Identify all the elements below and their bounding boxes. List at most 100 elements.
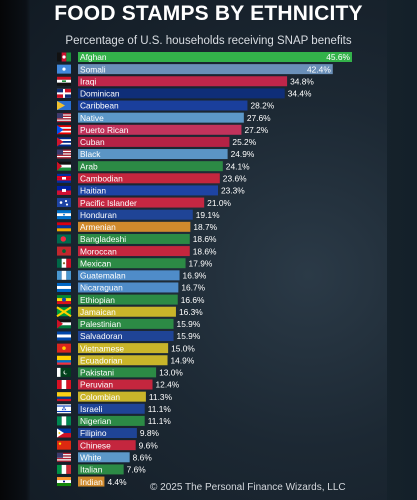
category-label: Vietnamese	[80, 343, 124, 353]
flag-vietnamese-icon	[57, 343, 71, 353]
value-label: 28.2%	[250, 101, 274, 111]
category-label: Ethiopian	[80, 295, 115, 305]
flag-afghan-icon	[57, 52, 71, 62]
category-label: Salvadoran	[80, 331, 123, 341]
bar-afghan	[78, 52, 352, 62]
category-label: Jamaican	[80, 307, 116, 317]
bar-nicaraguan	[78, 282, 179, 293]
bar-pakistani	[78, 367, 157, 378]
flag-ethiopian-icon	[57, 295, 71, 305]
flag-pacific-islander-icon	[57, 198, 71, 208]
value-label: 15.9%	[177, 319, 201, 329]
category-label: Armenian	[80, 222, 116, 232]
value-label: 18.7%	[193, 222, 217, 232]
bar-ecuadorian	[78, 355, 168, 366]
flag-black-icon	[57, 149, 71, 159]
bar-puerto-rican	[78, 124, 242, 135]
bar-jamaican	[78, 306, 176, 317]
flag-moroccan-icon	[57, 246, 71, 256]
category-label: Caribbean	[80, 101, 119, 111]
bar-indian	[78, 476, 105, 487]
value-label: 9.8%	[140, 428, 160, 438]
value-label: 27.2%	[244, 125, 268, 135]
value-label: 18.6%	[193, 246, 217, 256]
category-label: Chinese	[80, 440, 111, 450]
bar-filipino	[78, 428, 137, 439]
flag-cambodian-icon	[57, 173, 71, 183]
copyright-credit: © 2025 The Personal Finance Wizards, LLC	[150, 482, 346, 493]
flag-pakistani-icon	[57, 367, 71, 377]
value-label: 27.6%	[247, 113, 271, 123]
value-label: 14.9%	[171, 355, 195, 365]
category-label: Ecuadorian	[80, 355, 123, 365]
bar-israeli	[78, 403, 145, 414]
category-label: Black	[80, 149, 101, 159]
category-label: Dominican	[80, 89, 120, 99]
value-label: 19.1%	[196, 210, 220, 220]
bar-cuban	[78, 136, 230, 147]
category-label: White	[80, 452, 102, 462]
flag-caribbean-icon	[57, 101, 71, 111]
category-label: Bangladeshi	[80, 234, 126, 244]
bar-palestinian	[78, 318, 174, 329]
flag-guatemalan-icon	[57, 270, 71, 280]
category-label: Arab	[80, 161, 98, 171]
bar-vietnamese	[78, 343, 169, 354]
value-label: 7.6%	[127, 465, 147, 475]
bar-salvadoran	[78, 330, 174, 341]
bar-nigerian	[78, 415, 145, 426]
flag-native-icon	[57, 113, 71, 123]
chart-subtitle: Percentage of U.S. households receiving …	[65, 35, 352, 47]
category-label: Mexican	[80, 258, 112, 268]
value-label: 16.9%	[183, 271, 207, 281]
bar-chinese	[78, 440, 136, 451]
flag-armenian-icon	[57, 222, 71, 232]
value-label: 34.8%	[290, 76, 314, 86]
flag-mexican-icon	[57, 258, 71, 268]
category-label: Nigerian	[80, 416, 112, 426]
flag-iraqi-icon	[57, 76, 71, 86]
bar-bangladeshi	[78, 233, 190, 244]
category-label: Cambodian	[80, 174, 123, 184]
flag-colombian-icon	[57, 392, 71, 402]
bar-iraqi	[78, 76, 288, 87]
value-label: 13.0%	[159, 368, 183, 378]
bar-native	[78, 112, 244, 123]
chart-title: FOOD STAMPS BY ETHNICITY	[54, 2, 363, 25]
value-label: 16.6%	[181, 295, 205, 305]
bar-moroccan	[78, 246, 190, 257]
category-label: Iraqi	[80, 76, 96, 86]
category-label: Honduran	[80, 210, 117, 220]
value-label: 21.0%	[207, 198, 231, 208]
category-label: Haitian	[80, 186, 106, 196]
bar-haitian	[78, 185, 219, 196]
value-label: 18.6%	[193, 234, 217, 244]
category-label: Italian	[80, 465, 103, 475]
bar-colombian	[78, 391, 146, 402]
value-label: 16.3%	[179, 307, 203, 317]
flag-nigerian-icon	[57, 416, 71, 426]
flag-jamaican-icon	[56, 306, 72, 318]
bar-italian	[78, 464, 124, 475]
category-label: Puerto Rican	[80, 125, 129, 135]
category-label: Filipino	[80, 428, 107, 438]
bar-pacific-islander	[78, 197, 205, 208]
category-label: Palestinian	[80, 319, 121, 329]
value-label: 24.1%	[226, 161, 250, 171]
category-label: Israeli	[80, 404, 102, 414]
flag-salvadoran-icon	[57, 331, 71, 341]
value-label: 42.4%	[307, 64, 331, 74]
value-label: 15.9%	[177, 331, 201, 341]
category-label: Pacific Islander	[80, 198, 137, 208]
category-label: Somali	[80, 64, 106, 74]
flag-bangladeshi-icon	[57, 234, 71, 244]
flag-peruvian-icon	[57, 380, 71, 390]
bar-cambodian	[78, 173, 220, 184]
category-label: Indian	[80, 477, 103, 487]
value-label: 25.2%	[232, 137, 256, 147]
flag-white-icon	[57, 452, 71, 462]
category-label: Colombian	[80, 392, 120, 402]
value-label: 45.6%	[326, 52, 350, 62]
